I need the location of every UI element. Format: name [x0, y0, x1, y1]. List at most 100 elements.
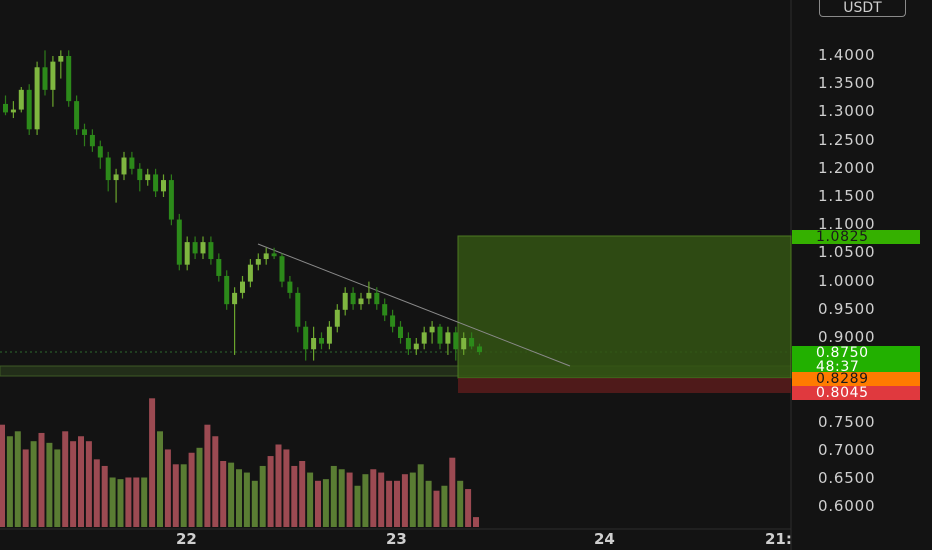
- volume-bar: [109, 477, 116, 527]
- unit-label[interactable]: USDT: [819, 0, 906, 17]
- candle-body: [26, 89, 32, 130]
- volume-bar: [354, 485, 361, 527]
- volume-bar: [425, 480, 432, 527]
- price-tick: 1.2000: [818, 158, 876, 177]
- volume-bar: [465, 489, 472, 527]
- price-tick: 1.4000: [818, 46, 876, 64]
- volume-bar: [70, 441, 77, 527]
- time-tick-24: 24: [594, 530, 615, 548]
- volume-bar: [259, 465, 266, 527]
- candles-group: [3, 50, 482, 361]
- price-tick: 0.9500: [818, 299, 876, 318]
- candle-body: [382, 304, 388, 316]
- volume-bar: [291, 465, 298, 527]
- candle-body: [89, 134, 95, 147]
- candle-body: [469, 338, 475, 347]
- candle-body: [176, 219, 182, 265]
- price-tick: 1.1000: [818, 215, 876, 234]
- volume-bar: [85, 441, 92, 527]
- volume-bar: [330, 465, 337, 527]
- candle-body: [168, 180, 174, 220]
- volume-bar: [78, 436, 84, 527]
- candle-body: [279, 256, 285, 282]
- volume-bar: [362, 474, 369, 527]
- volume-bar: [62, 431, 69, 527]
- volume-bar: [473, 517, 479, 527]
- candle-body: [461, 338, 467, 350]
- candle-body: [97, 146, 103, 158]
- time-tick-23: 23: [386, 530, 407, 548]
- volume-bar: [14, 431, 21, 527]
- volume-bar: [220, 461, 227, 527]
- candle-body: [358, 298, 364, 305]
- candle-body: [42, 67, 48, 90]
- volume-bar: [449, 457, 456, 527]
- candle-body: [445, 332, 451, 344]
- volume-bar: [133, 477, 140, 527]
- take-profit-label: 1.0825: [792, 230, 920, 244]
- candle-body: [342, 292, 348, 310]
- volume-bar: [307, 472, 314, 527]
- candle-body: [34, 67, 40, 130]
- candle-body: [129, 157, 135, 169]
- stop-loss-label: 0.8045: [792, 386, 920, 400]
- time-tick-21: 21:: [765, 530, 792, 548]
- entry-price-label: 0.8289: [792, 372, 920, 386]
- candle-body: [145, 174, 151, 181]
- price-tick: 1.2500: [818, 130, 876, 149]
- price-tick: 1.3000: [818, 102, 876, 121]
- volume-bar: [212, 436, 219, 527]
- volume-bar: [267, 456, 274, 527]
- volume-bar: [30, 441, 37, 527]
- price-tick: 1.1500: [818, 187, 876, 205]
- volume-bar: [275, 444, 282, 527]
- volume-bar: [378, 472, 385, 527]
- volume-bar: [315, 480, 321, 527]
- candle-body: [421, 332, 427, 344]
- candle-body: [453, 332, 459, 350]
- candle-body: [413, 343, 419, 350]
- volume-bars-group: [0, 398, 479, 527]
- candle-body: [287, 281, 293, 293]
- candle-body: [240, 281, 245, 293]
- countdown-label: 48:37: [792, 360, 920, 374]
- candle-body: [161, 180, 166, 192]
- volume-bar: [180, 464, 187, 527]
- volume-bar: [149, 398, 156, 527]
- candle-body: [374, 292, 380, 305]
- candle-body: [74, 101, 80, 130]
- candle-body: [105, 157, 111, 181]
- candle-body: [58, 56, 64, 62]
- volume-bar: [338, 469, 345, 527]
- price-tick: 0.7500: [818, 412, 876, 431]
- volume-bar: [299, 461, 306, 527]
- volume-bar: [243, 472, 250, 527]
- candle-body: [271, 253, 277, 257]
- price-tick: 0.6500: [818, 469, 876, 487]
- candle-body: [319, 338, 324, 344]
- volume-bar: [236, 469, 242, 527]
- candle-body: [398, 326, 403, 338]
- candle-body: [477, 346, 482, 353]
- volume-bar: [117, 479, 124, 527]
- trend-line: [257, 243, 571, 367]
- candle-body: [405, 338, 411, 350]
- profit-zone: [457, 235, 792, 379]
- volume-bar: [251, 480, 258, 527]
- candle-body: [295, 292, 301, 327]
- volume-bar: [409, 472, 416, 527]
- volume-bar: [93, 459, 100, 527]
- volume-bar: [401, 474, 408, 527]
- current-price-label: 0.8750: [792, 346, 920, 360]
- price-tick: 1.0500: [818, 243, 876, 262]
- candle-body: [390, 315, 396, 327]
- candle-body: [200, 242, 206, 254]
- volume-bar: [283, 449, 290, 527]
- candle-body: [66, 56, 72, 102]
- candle-body: [366, 292, 372, 299]
- candle-body: [350, 292, 356, 305]
- candle-body: [255, 259, 261, 265]
- volume-bar: [433, 490, 440, 527]
- candle-body: [208, 242, 214, 260]
